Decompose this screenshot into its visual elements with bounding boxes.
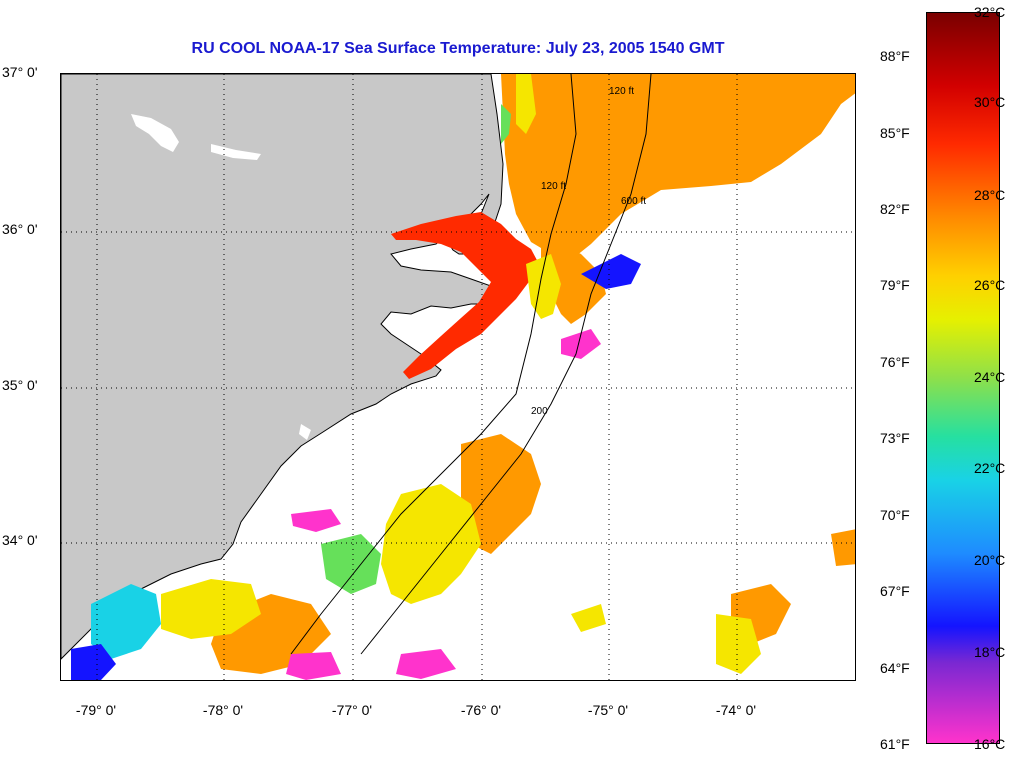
sst-shelf-patch (831, 529, 855, 566)
lake-shape (211, 144, 261, 160)
sst-mild-patch (516, 74, 536, 134)
fahrenheit-label: 64°F (880, 660, 910, 676)
fahrenheit-label: 61°F (880, 736, 910, 752)
lon-label-74: -74° 0' (715, 702, 757, 718)
sst-cool-patch (321, 534, 381, 594)
lake-shape (131, 114, 179, 152)
celsius-label: 20°C (974, 552, 1006, 568)
bathymetry-contour (290, 74, 577, 655)
celsius-label: 30°C (974, 94, 1006, 110)
fahrenheit-label: 82°F (880, 201, 910, 217)
celsius-label: 16°C (974, 736, 1006, 752)
lon-label-76: -76° 0' (460, 702, 502, 718)
fahrenheit-label: 67°F (880, 583, 910, 599)
contour-label: 200 (531, 406, 548, 417)
fahrenheit-label: 88°F (880, 48, 910, 64)
lat-label-37: 37° 0' (2, 64, 38, 80)
celsius-label: 24°C (974, 369, 1006, 385)
sst-shelf-patch (461, 434, 541, 554)
sst-shelf-patch (541, 234, 606, 324)
lon-label-79: -79° 0' (75, 702, 117, 718)
fahrenheit-label: 85°F (880, 125, 910, 141)
celsius-label: 28°C (974, 187, 1006, 203)
celsius-label: 18°C (974, 644, 1006, 660)
sst-cold-patch (71, 644, 116, 680)
temperature-colorbar (926, 12, 1000, 744)
contour-label: 600 ft (621, 196, 646, 207)
fahrenheit-label: 70°F (880, 507, 910, 523)
sst-shelf-patch (381, 484, 481, 604)
sst-coldest-patch (396, 649, 456, 679)
sst-map-canvas: 120 ft 600 ft 200 120 ft (61, 74, 855, 680)
sst-coldest-patch (291, 509, 341, 532)
sst-warm-region (501, 74, 855, 260)
sst-coldest-patch (561, 329, 601, 359)
sst-cool-patch (501, 104, 511, 144)
lake-shape (299, 424, 311, 440)
lat-label-36: 36° 0' (2, 221, 38, 237)
lat-label-34: 34° 0' (2, 532, 38, 548)
celsius-label: 32°C (974, 4, 1006, 20)
sst-shelf-patch (571, 604, 606, 632)
lon-label-75: -75° 0' (587, 702, 629, 718)
fahrenheit-label: 79°F (880, 277, 910, 293)
celsius-label: 22°C (974, 460, 1006, 476)
sst-shelf-patch (716, 614, 761, 674)
sst-shelf-patch (161, 579, 261, 639)
sst-hot-sound (391, 212, 539, 379)
map-title: RU COOL NOAA-17 Sea Surface Temperature:… (191, 40, 725, 57)
fahrenheit-label: 76°F (880, 354, 910, 370)
contour-label: 120 ft (541, 181, 566, 192)
sst-coldest-patch (286, 652, 341, 680)
lat-label-35: 35° 0' (2, 377, 38, 393)
contour-label: 120 ft (609, 86, 634, 97)
celsius-label: 26°C (974, 277, 1006, 293)
lon-label-77: -77° 0' (331, 702, 373, 718)
sst-map: 120 ft 600 ft 200 120 ft (60, 73, 856, 681)
sst-cool-patch (91, 584, 161, 659)
fahrenheit-label: 73°F (880, 430, 910, 446)
sst-shelf-patch (526, 254, 561, 319)
bathymetry-contour (360, 74, 652, 655)
lon-label-78: -78° 0' (202, 702, 244, 718)
